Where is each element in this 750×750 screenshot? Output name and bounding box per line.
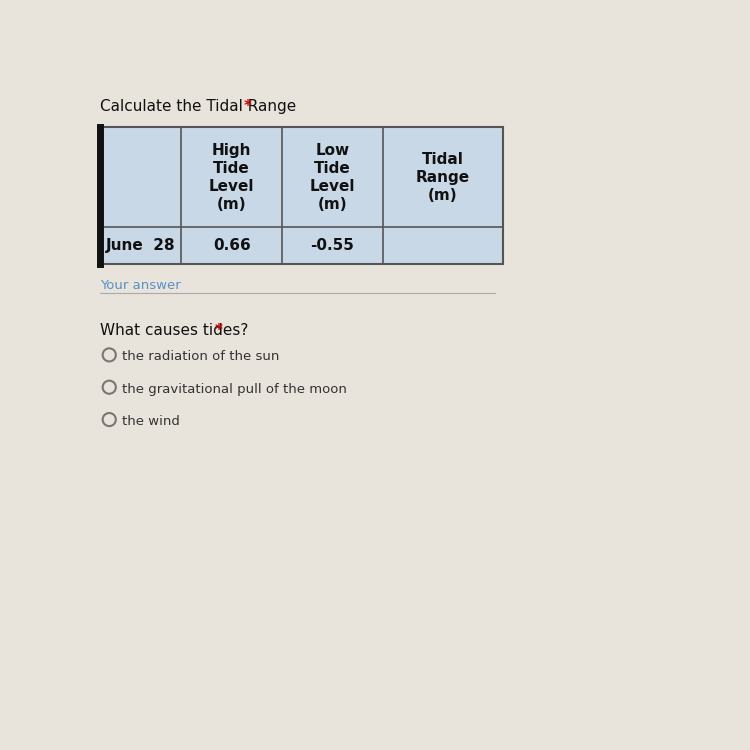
Text: the radiation of the sun: the radiation of the sun — [122, 350, 279, 363]
Text: Low
Tide
Level
(m): Low Tide Level (m) — [310, 142, 356, 211]
Text: *: * — [214, 323, 223, 338]
Text: High
Tide
Level
(m): High Tide Level (m) — [209, 142, 254, 211]
Bar — [100, 127, 503, 264]
Text: Your answer: Your answer — [100, 280, 181, 292]
Text: June  28: June 28 — [106, 238, 176, 253]
Bar — [100, 127, 503, 264]
Text: Calculate the Tidal Range: Calculate the Tidal Range — [100, 99, 296, 114]
Text: the wind: the wind — [122, 415, 179, 428]
Text: *: * — [243, 99, 251, 114]
Text: 0.66: 0.66 — [213, 238, 250, 253]
Text: What causes tides?: What causes tides? — [100, 323, 248, 338]
Text: Tidal
Range
(m): Tidal Range (m) — [416, 152, 470, 202]
Text: -0.55: -0.55 — [310, 238, 355, 253]
Text: the gravitational pull of the moon: the gravitational pull of the moon — [122, 382, 346, 395]
